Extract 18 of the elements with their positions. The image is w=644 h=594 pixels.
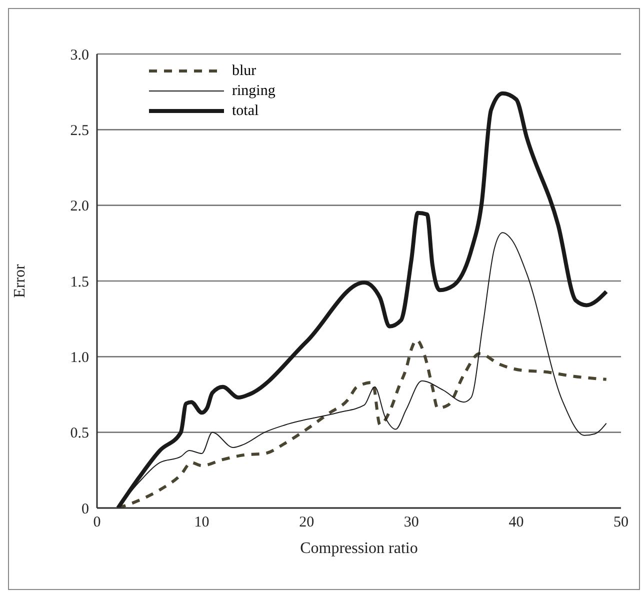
legend-label: blur: [232, 62, 256, 80]
y-tick-label: 1.5: [70, 274, 89, 290]
y-tick-label: 0: [82, 501, 89, 518]
y-tick-label: 3.0: [70, 47, 89, 64]
x-tick-label: 20: [299, 514, 314, 531]
legend-label: ringing: [232, 82, 276, 100]
x-tick-label: 30: [404, 514, 419, 531]
y-tick-label: 0.5: [70, 426, 89, 442]
y-tick-label: 1.0: [70, 350, 89, 366]
x-tick-label: 0: [93, 514, 101, 531]
x-axis-title: Compression ratio: [300, 540, 418, 557]
x-tick-label: 10: [194, 514, 210, 531]
y-tick-label: 2.0: [70, 198, 89, 215]
x-tick-label: 50: [614, 514, 628, 531]
x-tick-label: 40: [508, 514, 524, 531]
y-axis-title: Error: [12, 263, 29, 298]
y-tick-label: 2.5: [70, 122, 89, 139]
legend-label: total: [232, 102, 259, 120]
